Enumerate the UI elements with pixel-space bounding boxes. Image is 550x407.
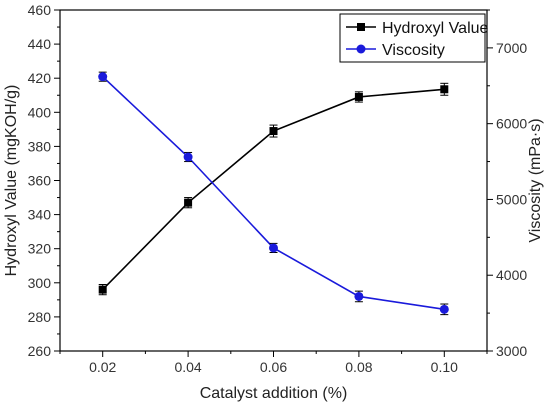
viscosity-point bbox=[183, 152, 193, 162]
y-right-axis-title: Viscosity (mPa·s) bbox=[527, 118, 544, 242]
viscosity-legend-marker bbox=[356, 44, 366, 54]
viscosity-point bbox=[98, 72, 108, 82]
y-right-tick-label: 3000 bbox=[496, 343, 527, 359]
x-tick-label: 0.08 bbox=[345, 359, 372, 375]
legend-box bbox=[339, 13, 486, 63]
y-left-tick-label: 380 bbox=[28, 138, 52, 154]
hydroxyl-value-point bbox=[269, 127, 278, 136]
y-right-tick-label: 6000 bbox=[496, 116, 527, 132]
x-tick-label: 0.04 bbox=[174, 359, 201, 375]
hydroxyl-value-line bbox=[102, 88, 445, 291]
y-left-tick-label: 440 bbox=[28, 36, 52, 52]
y-left-tick-label: 360 bbox=[28, 173, 52, 189]
hydroxyl-value-point bbox=[440, 85, 449, 94]
viscosity-line bbox=[102, 76, 445, 311]
y-left-tick-label: 340 bbox=[28, 207, 52, 223]
y-left-tick-label: 400 bbox=[28, 104, 52, 120]
x-axis-title: Catalyst addition (%) bbox=[200, 385, 348, 402]
viscosity-point bbox=[269, 243, 278, 253]
y-right-tick-label: 4000 bbox=[496, 267, 527, 283]
x-tick-label: 0.02 bbox=[89, 359, 116, 375]
hydroxyl-value-legend-label: Hydroxyl Value bbox=[382, 20, 489, 37]
viscosity-point bbox=[439, 304, 449, 314]
x-tick-label: 0.10 bbox=[431, 359, 458, 375]
x-tick-label: 0.06 bbox=[260, 359, 287, 375]
y-right-tick-label: 5000 bbox=[496, 191, 527, 207]
y-left-tick-label: 300 bbox=[28, 275, 52, 291]
hydroxyl-value-point bbox=[98, 285, 107, 294]
y-left-tick-label: 260 bbox=[28, 343, 52, 359]
y-left-tick-label: 280 bbox=[28, 309, 52, 325]
y-left-axis-title: Hydroxyl Value (mgKOH/g) bbox=[3, 85, 20, 277]
y-right-tick-label: 7000 bbox=[496, 40, 527, 56]
viscosity-legend-label: Viscosity bbox=[382, 42, 445, 59]
y-left-tick-label: 460 bbox=[28, 2, 52, 18]
y-left-tick-label: 320 bbox=[28, 241, 52, 257]
viscosity-point bbox=[354, 291, 364, 301]
hydroxyl-value-point bbox=[184, 198, 193, 207]
hydroxyl-value-legend-marker bbox=[357, 23, 365, 31]
hydroxyl-value-point bbox=[354, 92, 363, 101]
y-left-tick-label: 420 bbox=[28, 70, 52, 86]
